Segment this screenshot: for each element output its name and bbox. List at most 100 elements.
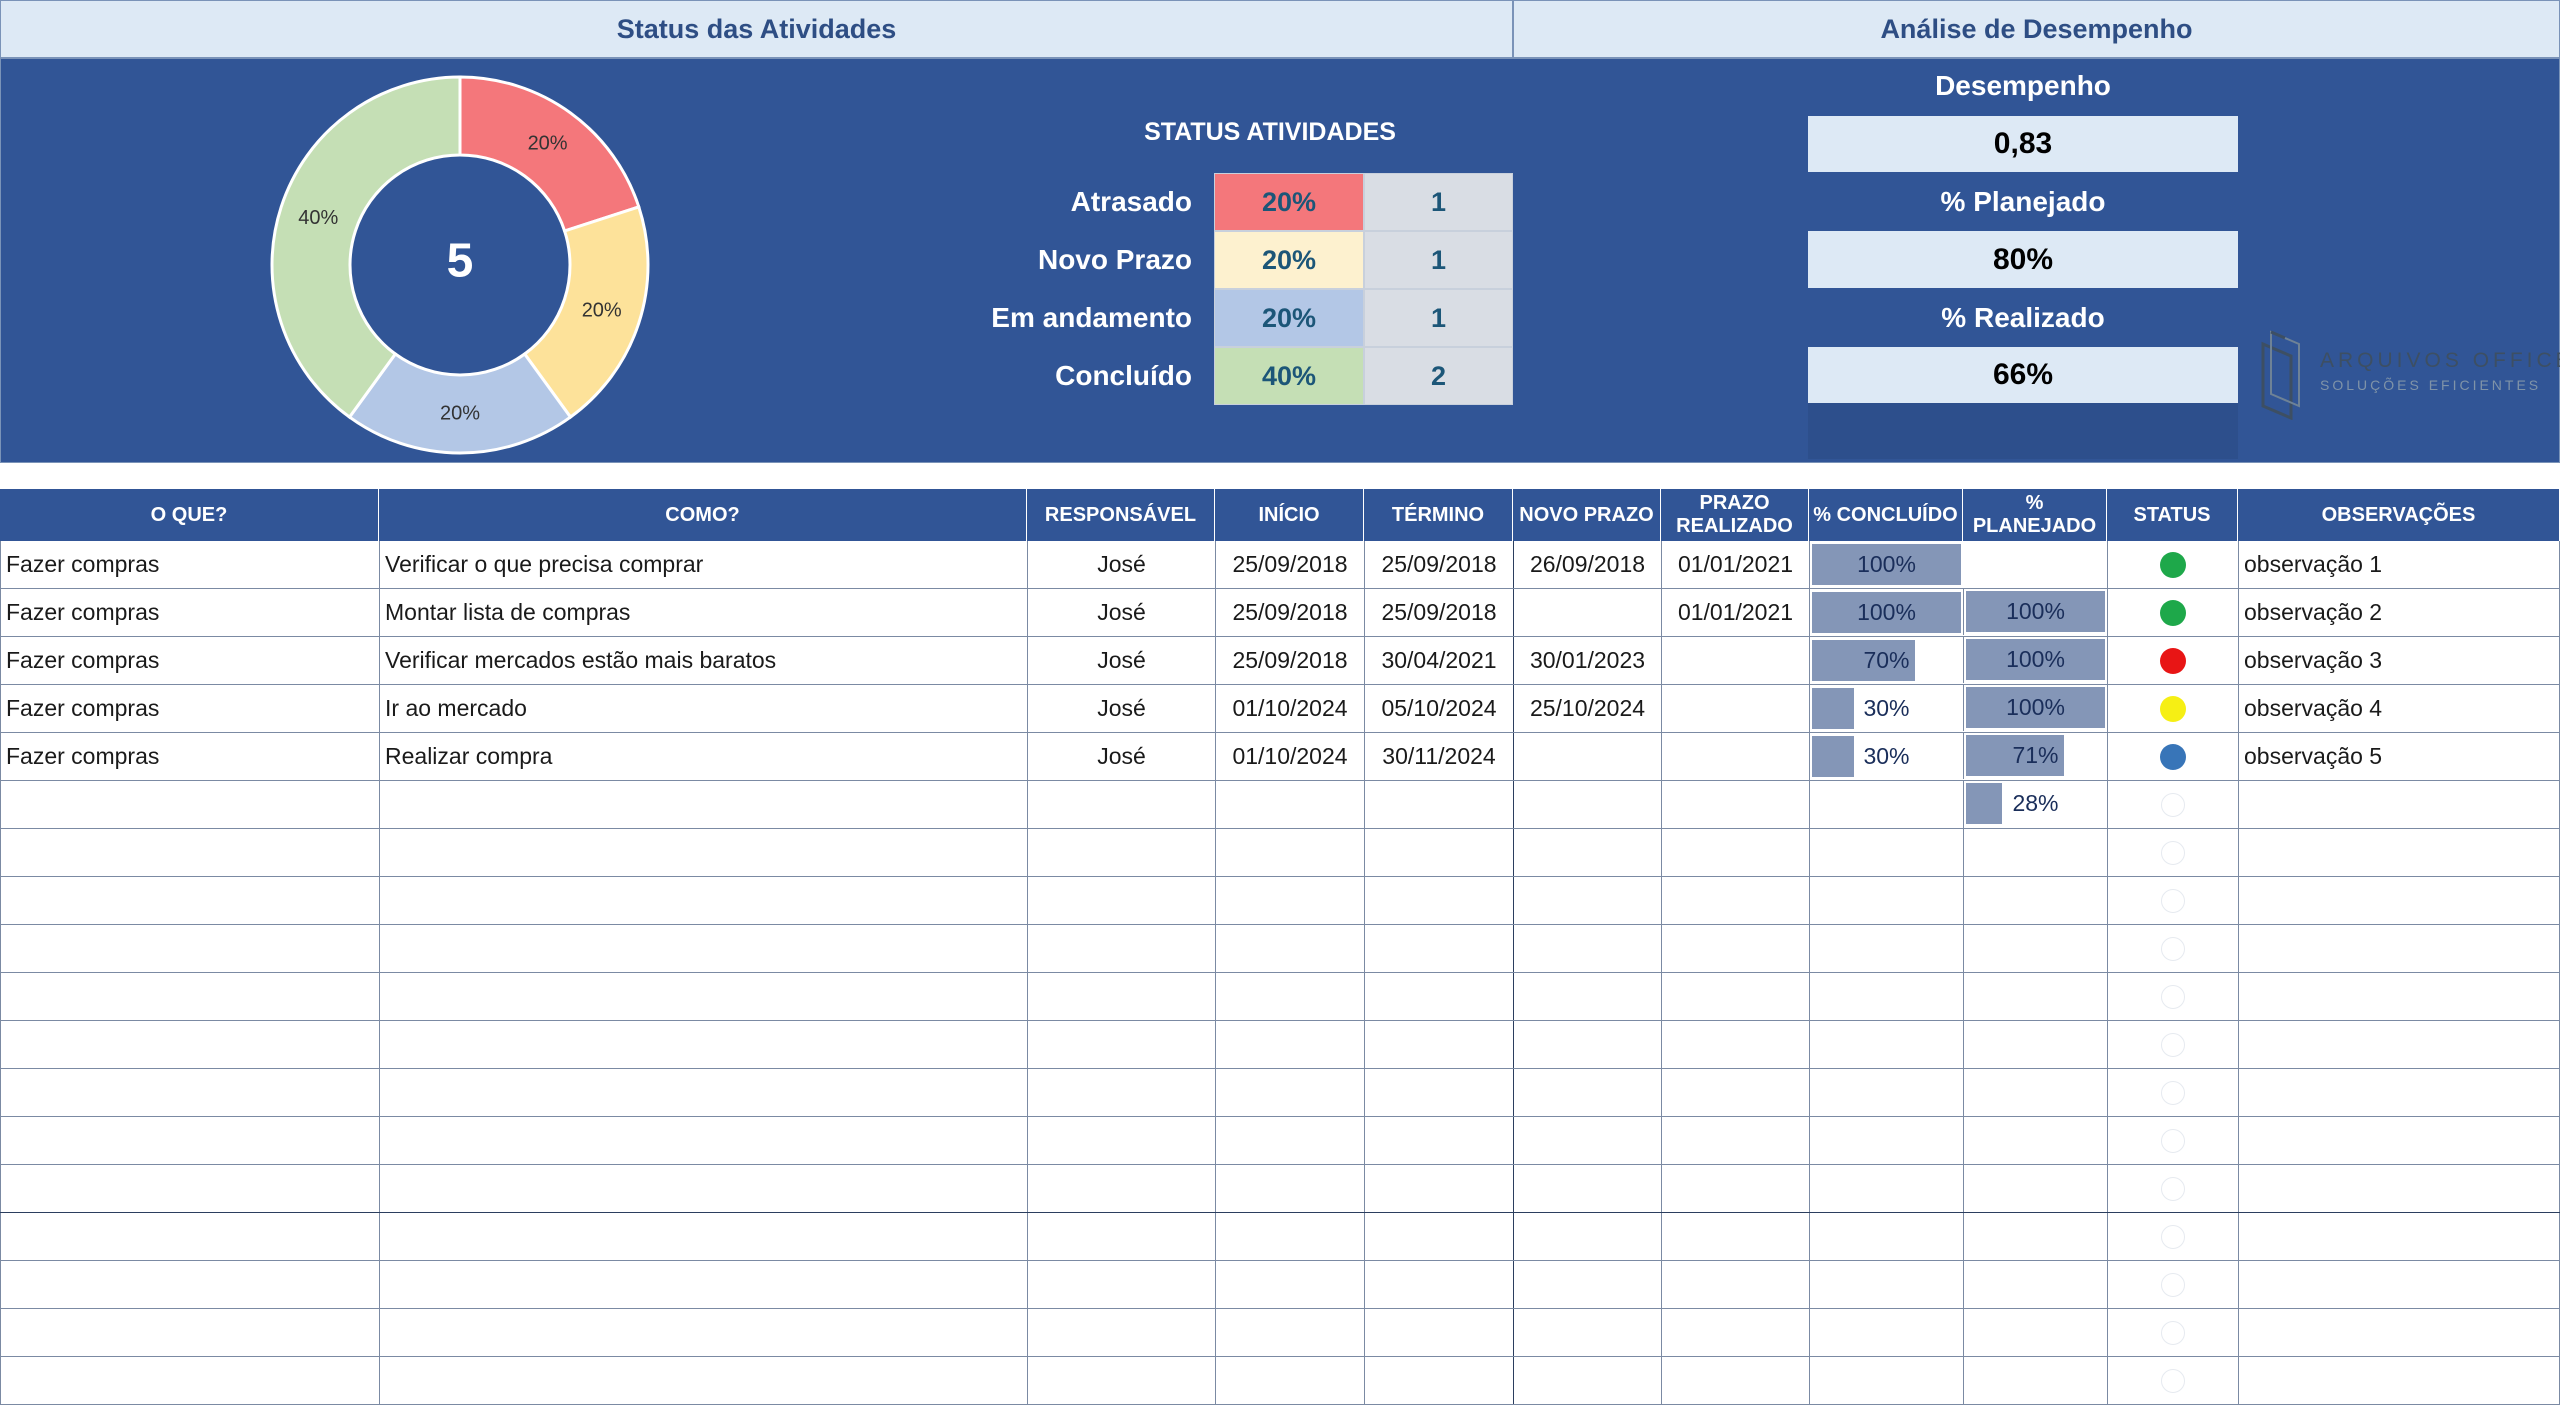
table-cell-prazo-realizado[interactable]: [1661, 1357, 1809, 1404]
table-cell-prazo-realizado[interactable]: 01/01/2021: [1661, 589, 1809, 636]
empty-table-row[interactable]: [0, 1117, 2560, 1165]
table-cell-prazo-realizado[interactable]: [1661, 1165, 1809, 1212]
table-cell-status[interactable]: [2107, 781, 2238, 828]
table-cell-inicio[interactable]: 25/09/2018: [1215, 589, 1364, 636]
table-cell-termino[interactable]: [1364, 877, 1513, 924]
table-cell-novo-prazo[interactable]: 25/10/2024: [1513, 685, 1661, 732]
table-cell-como[interactable]: [379, 1309, 1027, 1356]
table-cell-responsavel[interactable]: [1027, 781, 1215, 828]
table-cell-termino[interactable]: [1364, 781, 1513, 828]
table-cell-status[interactable]: [2107, 877, 2238, 924]
table-cell-concluido[interactable]: [1809, 925, 1963, 972]
table-cell-como[interactable]: [379, 1357, 1027, 1404]
table-cell-prazo-realizado[interactable]: [1661, 781, 1809, 828]
table-cell-termino[interactable]: [1364, 829, 1513, 876]
empty-table-row[interactable]: [0, 1309, 2560, 1357]
table-cell-obs[interactable]: [2238, 1309, 2560, 1356]
table-cell-status[interactable]: [2107, 589, 2238, 636]
table-cell-novo-prazo[interactable]: [1513, 1069, 1661, 1116]
table-cell-planejado[interactable]: 100%: [1963, 588, 2107, 635]
table-cell-obs[interactable]: [2238, 781, 2560, 828]
table-cell-status[interactable]: [2107, 1117, 2238, 1164]
table-cell-concluido[interactable]: [1809, 1165, 1963, 1212]
table-cell-como[interactable]: Realizar compra: [379, 733, 1027, 780]
table-cell-novo-prazo[interactable]: [1513, 1165, 1661, 1212]
table-cell-como[interactable]: [379, 1261, 1027, 1308]
table-cell-concluido[interactable]: [1809, 1213, 1963, 1260]
table-cell-como[interactable]: [379, 781, 1027, 828]
table-cell-novo-prazo[interactable]: [1513, 877, 1661, 924]
table-cell-oque[interactable]: [0, 877, 379, 924]
column-header[interactable]: STATUS: [2107, 489, 2238, 541]
table-cell-inicio[interactable]: [1215, 1213, 1364, 1260]
table-cell-inicio[interactable]: [1215, 1165, 1364, 1212]
table-cell-novo-prazo[interactable]: [1513, 781, 1661, 828]
table-cell-planejado[interactable]: [1963, 1117, 2107, 1164]
table-cell-oque[interactable]: [0, 925, 379, 972]
table-cell-obs[interactable]: observação 2: [2238, 589, 2560, 636]
table-cell-oque[interactable]: Fazer compras: [0, 685, 379, 732]
table-cell-inicio[interactable]: [1215, 1117, 1364, 1164]
table-cell-responsavel[interactable]: [1027, 1117, 1215, 1164]
table-cell-como[interactable]: [379, 1117, 1027, 1164]
table-cell-novo-prazo[interactable]: [1513, 829, 1661, 876]
column-header[interactable]: INÍCIO: [1215, 489, 1364, 541]
table-cell-termino[interactable]: [1364, 1261, 1513, 1308]
table-cell-prazo-realizado[interactable]: [1661, 1309, 1809, 1356]
table-cell-responsavel[interactable]: [1027, 925, 1215, 972]
table-cell-responsavel[interactable]: [1027, 1165, 1215, 1212]
table-cell-status[interactable]: [2107, 685, 2238, 732]
table-cell-como[interactable]: [379, 1021, 1027, 1068]
column-header[interactable]: % CONCLUÍDO: [1809, 489, 1963, 541]
table-cell-prazo-realizado[interactable]: [1661, 1117, 1809, 1164]
table-cell-oque[interactable]: [0, 1069, 379, 1116]
table-cell-responsavel[interactable]: José: [1027, 589, 1215, 636]
empty-table-row[interactable]: [0, 925, 2560, 973]
table-cell-oque[interactable]: [0, 1357, 379, 1404]
table-cell-oque[interactable]: Fazer compras: [0, 589, 379, 636]
table-cell-obs[interactable]: [2238, 1357, 2560, 1404]
table-cell-inicio[interactable]: [1215, 973, 1364, 1020]
table-cell-inicio[interactable]: 25/09/2018: [1215, 541, 1364, 588]
table-cell-termino[interactable]: [1364, 1117, 1513, 1164]
table-cell-concluido[interactable]: [1809, 1261, 1963, 1308]
table-cell-obs[interactable]: [2238, 1213, 2560, 1260]
table-cell-obs[interactable]: observação 1: [2238, 541, 2560, 588]
table-cell-concluido[interactable]: [1809, 1069, 1963, 1116]
table-cell-prazo-realizado[interactable]: [1661, 829, 1809, 876]
table-cell-obs[interactable]: [2238, 1261, 2560, 1308]
table-cell-oque[interactable]: [0, 1261, 379, 1308]
table-cell-responsavel[interactable]: José: [1027, 637, 1215, 684]
table-cell-inicio[interactable]: [1215, 1021, 1364, 1068]
table-cell-termino[interactable]: [1364, 973, 1513, 1020]
table-cell-inicio[interactable]: [1215, 1309, 1364, 1356]
table-cell-termino[interactable]: [1364, 1021, 1513, 1068]
table-cell-inicio[interactable]: [1215, 1357, 1364, 1404]
table-cell-inicio[interactable]: [1215, 829, 1364, 876]
table-cell-obs[interactable]: observação 4: [2238, 685, 2560, 732]
table-cell-status[interactable]: [2107, 733, 2238, 780]
table-cell-obs[interactable]: [2238, 829, 2560, 876]
table-cell-termino[interactable]: 30/04/2021: [1364, 637, 1513, 684]
table-cell-inicio[interactable]: [1215, 1261, 1364, 1308]
table-cell-como[interactable]: [379, 829, 1027, 876]
table-cell-status[interactable]: [2107, 1165, 2238, 1212]
table-cell-novo-prazo[interactable]: 30/01/2023: [1513, 637, 1661, 684]
table-cell-inicio[interactable]: 01/10/2024: [1215, 733, 1364, 780]
table-cell-planejado[interactable]: [1963, 781, 2107, 828]
table-cell-concluido[interactable]: [1809, 1117, 1963, 1164]
table-cell-como[interactable]: [379, 925, 1027, 972]
table-cell-obs[interactable]: [2238, 1069, 2560, 1116]
column-header[interactable]: % PLANEJADO: [1963, 489, 2107, 541]
table-cell-responsavel[interactable]: [1027, 829, 1215, 876]
table-cell-status[interactable]: [2107, 1213, 2238, 1260]
table-cell-planejado[interactable]: 71%: [1963, 732, 2107, 779]
table-cell-responsavel[interactable]: [1027, 1021, 1215, 1068]
table-cell-termino[interactable]: [1364, 1165, 1513, 1212]
table-cell-planejado[interactable]: [1963, 1261, 2107, 1308]
table-cell-oque[interactable]: Fazer compras: [0, 637, 379, 684]
table-cell-concluido[interactable]: [1809, 1357, 1963, 1404]
table-cell-como[interactable]: Montar lista de compras: [379, 589, 1027, 636]
table-cell-planejado[interactable]: [1963, 1069, 2107, 1116]
table-cell-termino[interactable]: 25/09/2018: [1364, 541, 1513, 588]
